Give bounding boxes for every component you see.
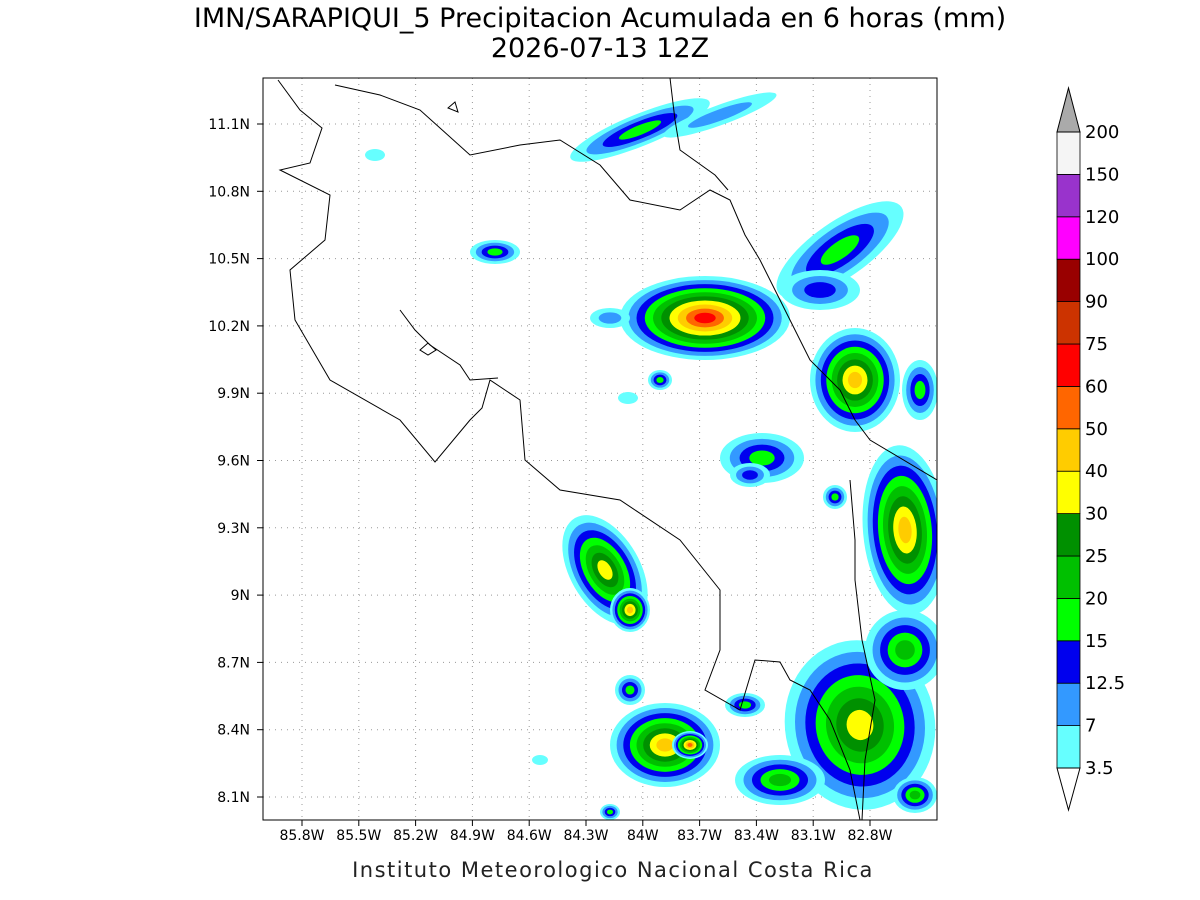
lon-label: 83.1W bbox=[791, 828, 836, 844]
precip-contour bbox=[532, 755, 548, 765]
lat-label: 9.3N bbox=[217, 521, 250, 537]
colorbar-band bbox=[1056, 131, 1081, 175]
colorbar-band bbox=[1056, 301, 1081, 345]
colorbar-band bbox=[1056, 682, 1081, 727]
north-border bbox=[334, 84, 937, 481]
colorbar-band bbox=[1056, 173, 1081, 218]
precip-contour bbox=[831, 493, 839, 501]
colorbar-band bbox=[1056, 258, 1081, 303]
precip-contour bbox=[749, 450, 775, 466]
colorbar-band bbox=[1056, 598, 1081, 642]
lon-label: 85.8W bbox=[279, 828, 324, 844]
lake bbox=[419, 342, 437, 356]
precip-contour bbox=[487, 248, 503, 256]
precip-contour bbox=[914, 380, 926, 400]
colorbar-band bbox=[1056, 428, 1081, 472]
precip-contour bbox=[618, 392, 638, 404]
colorbar-band bbox=[1056, 640, 1081, 684]
precip-contour bbox=[909, 790, 921, 800]
colorbar-label: 60 bbox=[1085, 376, 1108, 397]
island bbox=[447, 101, 459, 113]
lat-label: 10.2N bbox=[208, 319, 250, 335]
lat-label: 9N bbox=[231, 588, 250, 604]
precip-contour bbox=[625, 685, 635, 695]
colorbar-label: 12.5 bbox=[1085, 673, 1125, 694]
axis-labels: 11.1N 10.8N 10.5N 10.2N 9.9N 9.6N 9.3N 9N 8.7N 8.… bbox=[208, 117, 892, 844]
colorbar-label: 40 bbox=[1085, 461, 1108, 482]
precip-contour bbox=[656, 738, 674, 752]
lat-label: 10.8N bbox=[208, 184, 250, 200]
precip-contour bbox=[598, 312, 622, 324]
colorbar-label: 3.5 bbox=[1085, 758, 1114, 779]
lat-label: 9.6N bbox=[217, 454, 250, 470]
lon-label: 84.3W bbox=[563, 828, 608, 844]
lon-label: 84.9W bbox=[450, 828, 495, 844]
colorbar-label: 120 bbox=[1085, 207, 1119, 228]
precip-contour bbox=[688, 102, 752, 128]
lat-label: 9.9N bbox=[217, 386, 250, 402]
colorbar-label: 7 bbox=[1085, 716, 1096, 737]
precip-contour bbox=[898, 516, 912, 544]
gulf-coast bbox=[399, 309, 499, 381]
precip-contour bbox=[606, 809, 614, 815]
lon-label: 84W bbox=[627, 828, 659, 844]
lat-label: 10.5N bbox=[208, 252, 250, 268]
colorbar-label: 15 bbox=[1085, 631, 1108, 652]
colorbar-band bbox=[1056, 385, 1081, 430]
precip-contour bbox=[618, 120, 662, 140]
credit: Instituto Meteorologico Nacional Costa R… bbox=[352, 858, 874, 882]
precip-contour bbox=[846, 709, 874, 741]
colorbar-under bbox=[1056, 767, 1081, 812]
colorbar-band bbox=[1056, 725, 1081, 769]
colorbar-label: 20 bbox=[1085, 588, 1108, 609]
title: IMN/SARAPIQUI_5 Precipitacion Acumulada … bbox=[194, 3, 1006, 34]
lat-label: 8.4N bbox=[217, 723, 250, 739]
colorbar: 3.5 7 12.5 15 20 25 30 40 50 60 75 90 100 120 150 200 bbox=[1056, 86, 1125, 812]
pacific-coast bbox=[277, 79, 861, 820]
colorbar-band bbox=[1056, 555, 1081, 599]
subtitle: 2026-07-13 12Z bbox=[491, 33, 709, 64]
precip-contour bbox=[820, 235, 860, 265]
lon-label: 83.4W bbox=[734, 828, 779, 844]
coastlines bbox=[277, 78, 937, 820]
lon-label: 85.2W bbox=[393, 828, 438, 844]
precip-contour bbox=[895, 640, 915, 660]
map-frame bbox=[262, 77, 938, 821]
lat-label: 8.7N bbox=[217, 655, 250, 671]
colorbar-label: 50 bbox=[1085, 419, 1108, 440]
colorbar-label: 150 bbox=[1085, 164, 1119, 185]
colorbar-label: 90 bbox=[1085, 292, 1108, 313]
precip-contour bbox=[626, 606, 634, 614]
lon-label: 84.6W bbox=[507, 828, 552, 844]
caribbean-coast bbox=[669, 78, 729, 191]
lon-label: 82.8W bbox=[847, 828, 892, 844]
colorbar-band bbox=[1056, 470, 1081, 515]
precipitation-field bbox=[365, 92, 937, 820]
precip-contour bbox=[365, 149, 385, 161]
south-border bbox=[849, 479, 876, 820]
precip-contour bbox=[687, 743, 693, 747]
colorbar-label: 25 bbox=[1085, 546, 1108, 567]
precip-contour bbox=[768, 773, 792, 787]
lat-label: 11.1N bbox=[208, 117, 250, 133]
colorbar-over bbox=[1056, 86, 1081, 133]
lon-label: 83.7W bbox=[677, 828, 722, 844]
precip-contour bbox=[597, 560, 613, 580]
precip-contour bbox=[847, 371, 863, 389]
colorbar-band bbox=[1056, 216, 1081, 260]
precip-contour bbox=[804, 282, 836, 298]
colorbar-label: 75 bbox=[1085, 334, 1108, 355]
colorbar-label: 200 bbox=[1085, 122, 1119, 143]
lon-label: 85.5W bbox=[336, 828, 381, 844]
colorbar-label: 30 bbox=[1085, 504, 1108, 525]
precip-contour bbox=[656, 376, 664, 384]
precip-contour bbox=[742, 470, 758, 480]
precip-contour bbox=[694, 312, 716, 324]
colorbar-label: 100 bbox=[1085, 249, 1119, 270]
colorbar-band bbox=[1056, 513, 1081, 557]
lat-label: 8.1N bbox=[217, 790, 250, 806]
colorbar-band bbox=[1056, 343, 1081, 387]
